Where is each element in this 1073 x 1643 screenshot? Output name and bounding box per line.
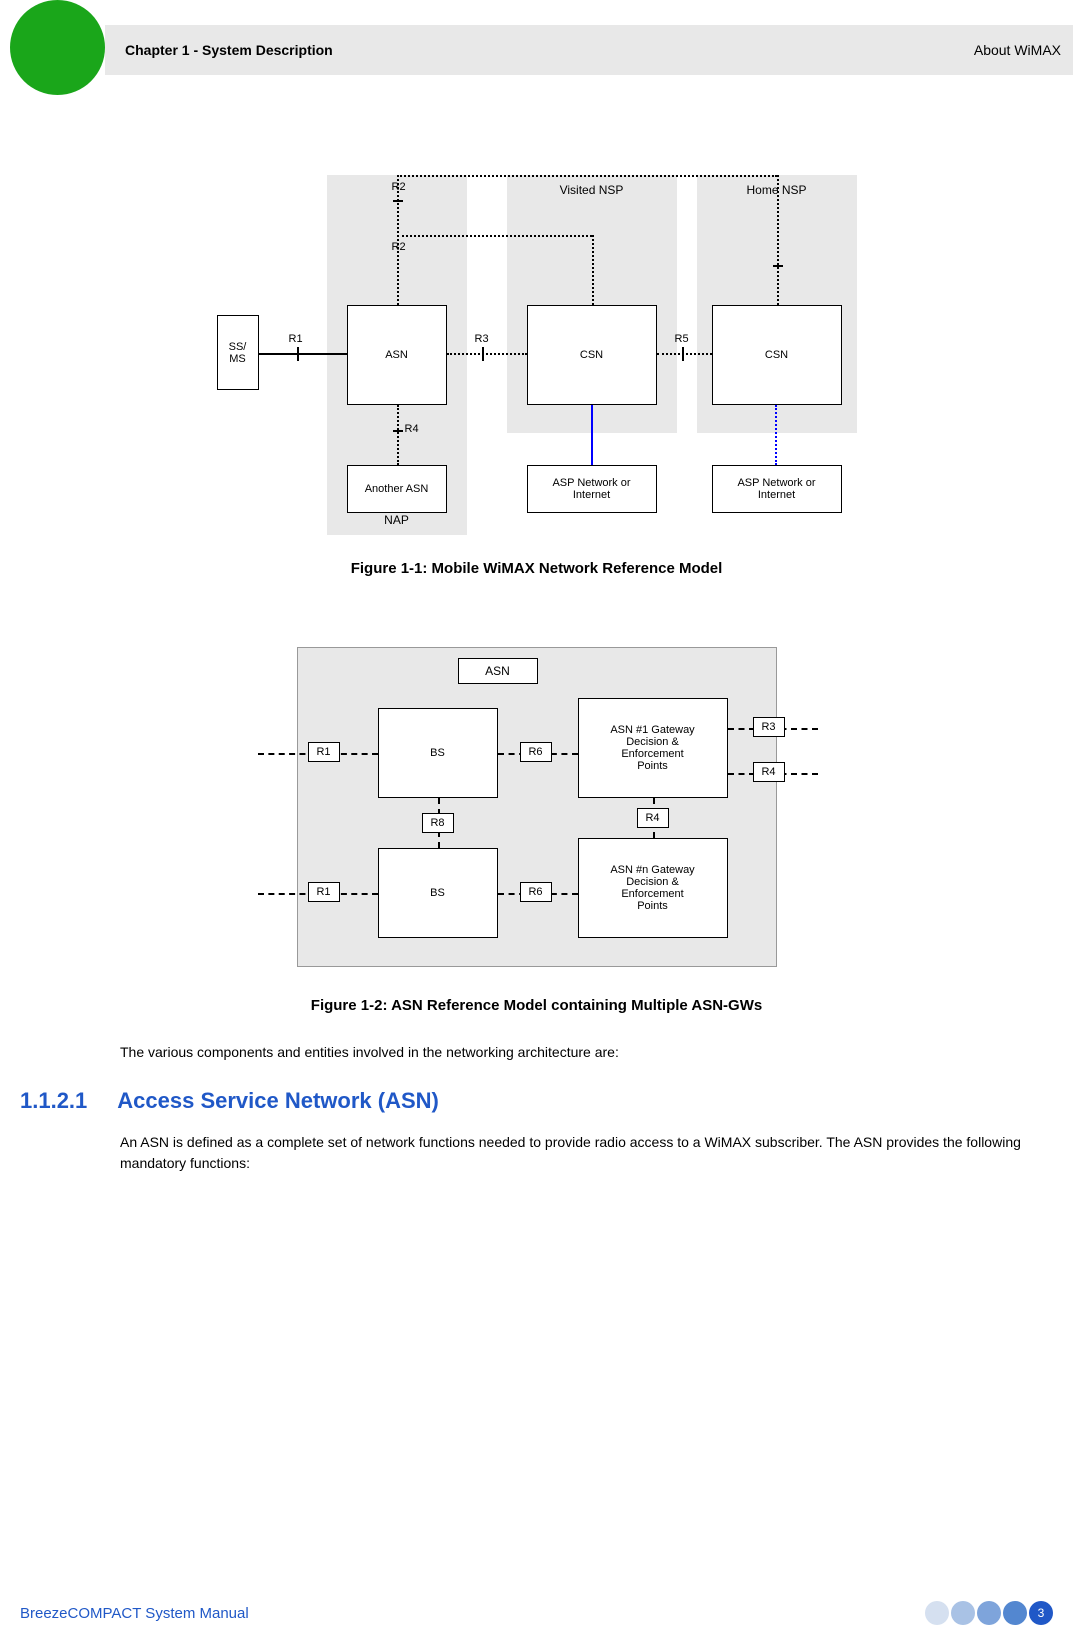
footer-circle-3 [977, 1601, 1001, 1625]
asp-text-1: ASP Network or Internet [552, 477, 630, 501]
home-csn-box: CSN [712, 305, 842, 405]
figure-1-1-caption: Figure 1-1: Mobile WiMAX Network Referen… [20, 560, 1053, 577]
csn-text-1: CSN [580, 349, 603, 361]
fig2-asn-label: ASN [458, 658, 538, 684]
footer-title: BreezeCOMPACT System Manual [20, 1605, 249, 1622]
fig2-bs1-box: BS [378, 708, 498, 798]
fig2-r1-label-1: R1 [308, 742, 340, 762]
r2-line-b [592, 235, 594, 305]
section-heading: Access Service Network (ASN) [117, 1088, 439, 1114]
green-circle-decoration [10, 0, 105, 95]
visited-asp-box: ASP Network or Internet [527, 465, 657, 513]
r3-line [447, 353, 527, 355]
chapter-title: Chapter 1 - System Description [125, 42, 333, 58]
r5-line [657, 353, 712, 355]
fig2-r3-label: R3 [753, 717, 785, 737]
csn-text-2: CSN [765, 349, 788, 361]
visited-nsp-label: Visited NSP [507, 183, 677, 197]
asn-text: ASN [385, 349, 408, 361]
fig2-r8-label: R8 [422, 813, 454, 833]
footer-circle-2 [951, 1601, 975, 1625]
fig2-gwn-box: ASN #n Gateway Decision & Enforcement Po… [578, 838, 728, 938]
header-bar: Chapter 1 - System Description About WiM… [105, 25, 1073, 75]
r5-label: R5 [675, 333, 689, 345]
r3-label: R3 [475, 333, 489, 345]
figure-1-2-caption: Figure 1-2: ASN Reference Model containi… [20, 997, 1053, 1014]
fig2-r4-label: R4 [753, 762, 785, 782]
csn-asp-link-1 [591, 405, 593, 465]
nap-label: NAP [327, 513, 467, 527]
fig2-r1-label-2: R1 [308, 882, 340, 902]
r1-line [259, 353, 347, 355]
r1-label: R1 [289, 333, 303, 345]
fig2-gw1-box: ASN #1 Gateway Decision & Enforcement Po… [578, 698, 728, 798]
body-intro: The various components and entities invo… [120, 1042, 1033, 1063]
r2-line [777, 175, 779, 305]
footer-circle-1 [925, 1601, 949, 1625]
another-asn-text: Another ASN [365, 483, 429, 495]
fig2-r6-label-2: R6 [520, 882, 552, 902]
figure-1-2-wrapper: ASN BS BS ASN #1 Gateway Decision & Enfo… [20, 647, 1053, 1014]
footer-circle-4 [1003, 1601, 1027, 1625]
gwn-text: ASN #n Gateway Decision & Enforcement Po… [610, 864, 694, 912]
r2-line-b [397, 235, 592, 237]
asn-box: ASN [347, 305, 447, 405]
asp-text-2: ASP Network or Internet [737, 477, 815, 501]
visited-csn-box: CSN [527, 305, 657, 405]
fig2-r4-internal-label: R4 [637, 808, 669, 828]
ssms-box: SS/ MS [217, 315, 259, 390]
figure-1-2-diagram: ASN BS BS ASN #1 Gateway Decision & Enfo… [297, 647, 777, 967]
bs-text-2: BS [430, 887, 445, 899]
section-heading-row: 1.1.2.1 Access Service Network (ASN) [20, 1088, 1053, 1114]
r4-line [397, 405, 399, 465]
ssms-text: SS/ MS [229, 341, 247, 365]
section-number: 1.1.2.1 [20, 1088, 87, 1114]
gw1-text: ASN #1 Gateway Decision & Enforcement Po… [610, 724, 694, 772]
figure-1-1-diagram: NAP Visited NSP Home NSP R2 R2 SS/ MS AS… [217, 165, 857, 540]
r2-label: R2 [392, 181, 406, 193]
section-body: An ASN is defined as a complete set of n… [120, 1132, 1033, 1174]
r2-label-b: R2 [392, 241, 406, 253]
tick [482, 347, 484, 361]
page-footer: BreezeCOMPACT System Manual 3 [20, 1601, 1053, 1625]
figure-1-1-wrapper: NAP Visited NSP Home NSP R2 R2 SS/ MS AS… [20, 165, 1053, 577]
r4-label: R4 [405, 423, 419, 435]
home-asp-box: ASP Network or Internet [712, 465, 842, 513]
tick [393, 200, 403, 202]
page-content: NAP Visited NSP Home NSP R2 R2 SS/ MS AS… [0, 100, 1073, 1174]
tick [773, 265, 783, 267]
tick [297, 347, 299, 361]
csn-asp-link-2 [775, 405, 777, 465]
r2-line [397, 175, 777, 177]
fig2-bs2-box: BS [378, 848, 498, 938]
another-asn-box: Another ASN [347, 465, 447, 513]
section-name: About WiMAX [974, 42, 1061, 58]
fig2-r6-label-1: R6 [520, 742, 552, 762]
footer-circles: 3 [925, 1601, 1053, 1625]
bs-text-1: BS [430, 747, 445, 759]
tick [682, 347, 684, 361]
tick [393, 430, 403, 432]
footer-page-number: 3 [1029, 1601, 1053, 1625]
